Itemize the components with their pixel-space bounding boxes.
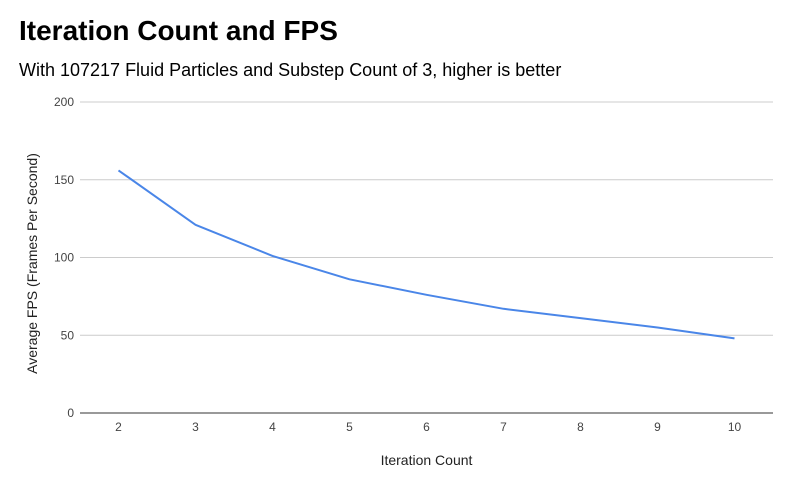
x-tick-label: 9	[654, 420, 661, 434]
x-tick-label: 4	[269, 420, 276, 434]
series-line	[117, 169, 735, 340]
chart-title: Iteration Count and FPS	[19, 15, 338, 46]
y-tick-label: 50	[61, 328, 75, 342]
data-point	[425, 293, 429, 297]
x-axis-title: Iteration Count	[381, 452, 473, 468]
data-point	[194, 223, 198, 227]
data-point	[579, 316, 583, 320]
x-tick-label: 5	[346, 420, 353, 434]
x-tick-label: 7	[500, 420, 507, 434]
chart-subtitle: With 107217 Fluid Particles and Substep …	[19, 60, 562, 80]
x-tick-label: 10	[728, 420, 742, 434]
y-axis-title: Average FPS (Frames Per Second)	[24, 153, 40, 374]
data-point	[348, 277, 352, 281]
x-tick-labels: 2 3 4 5 6 7 8 9 10	[115, 420, 741, 434]
y-tick-label: 100	[54, 251, 74, 265]
data-point	[656, 325, 660, 329]
y-tick-labels: 0 50 100 150 200	[54, 95, 74, 420]
y-tick-label: 200	[54, 95, 74, 109]
y-tick-label: 0	[67, 406, 74, 420]
data-point	[117, 168, 121, 172]
y-tick-label: 150	[54, 173, 74, 187]
data-point	[733, 336, 737, 340]
data-point	[502, 307, 506, 311]
gridlines	[80, 101, 773, 336]
data-point	[271, 254, 275, 258]
x-tick-label: 2	[115, 420, 122, 434]
x-tick-label: 8	[577, 420, 584, 434]
x-tick-label: 3	[192, 420, 199, 434]
series-layer	[117, 168, 737, 340]
x-tick-label: 6	[423, 420, 430, 434]
